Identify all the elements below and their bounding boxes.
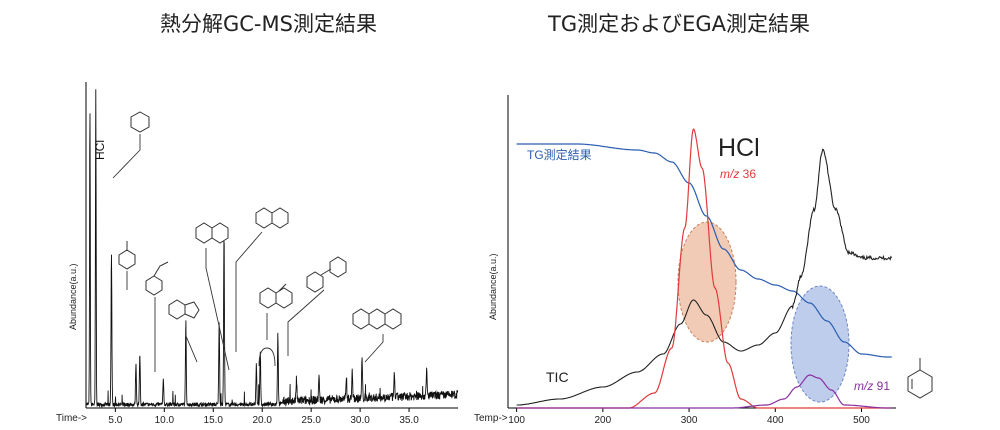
left-x-tick-label: 15.0 xyxy=(204,415,224,426)
right-y-axis-label: Abundance(a.u.) xyxy=(488,253,498,320)
left-y-axis-label: Abundance(a.u.) xyxy=(68,263,78,330)
indene-leader-line xyxy=(185,322,198,363)
biphenyl-structure-icon xyxy=(306,271,324,293)
left-x-tick-label: 25.0 xyxy=(301,415,321,426)
naphthalene-leader-line xyxy=(235,231,263,352)
left-x-tick-label: 5.0 xyxy=(108,415,122,426)
left-hcl-label: HCl xyxy=(93,140,107,160)
series-line-tic xyxy=(516,148,893,406)
mz91-prefix: m/z xyxy=(854,379,873,393)
left-x-tick-label: 35.0 xyxy=(399,415,419,426)
series-line-tg- xyxy=(516,143,892,358)
styrene-vinyl-icon xyxy=(153,261,169,277)
benzene-leader-line xyxy=(112,134,141,179)
hcl-region-ellipse xyxy=(677,221,737,343)
anthracene-leader-line xyxy=(364,334,384,363)
right-x-tick-label: 300 xyxy=(681,415,698,426)
right-x-ticks: 100 200 300 400 500 xyxy=(508,408,870,426)
left-chromatogram-trace xyxy=(85,89,459,409)
left-x-tick-label: 20.0 xyxy=(252,415,272,426)
left-x-ticks: 5.0 10.0 15.0 20.0 25.0 30.0 35.0 xyxy=(108,408,419,426)
dihydronaphthalene-structure-icon xyxy=(195,222,213,244)
series-line-m-z-91 xyxy=(516,374,892,409)
mz36-prefix: m/z xyxy=(720,167,739,181)
right-x-tick-label: 400 xyxy=(767,415,784,426)
anthracene-structure-icon xyxy=(352,308,370,330)
tic-label: TIC xyxy=(546,369,569,385)
anthracene-ring2-icon xyxy=(368,308,386,330)
left-axes xyxy=(85,82,458,409)
toluene-region-ellipse xyxy=(790,285,850,403)
mz91-number: 91 xyxy=(873,379,890,393)
biphenyl-ring-icon xyxy=(329,256,347,278)
right-x-tick-label: 500 xyxy=(853,415,870,426)
indene-ring-icon xyxy=(184,301,200,319)
tg-legend-label: TG測定結果 xyxy=(527,147,592,162)
methylnaphthalene-ring-icon xyxy=(275,287,293,309)
right-toluene-structure-icon xyxy=(907,369,933,399)
mz36-number: 36 xyxy=(739,167,756,181)
methylnaphthalene-structure-icon xyxy=(259,287,277,309)
right-toluene-annotation xyxy=(907,358,933,399)
left-chart-title: 熱分解GC-MS測定結果 xyxy=(160,12,377,36)
right-x-tick-label: 100 xyxy=(508,415,525,426)
indene-structure-icon xyxy=(168,299,186,320)
right-series-group xyxy=(516,128,893,409)
left-x-tick-label: 10.0 xyxy=(155,415,175,426)
dihydronaphthalene-ring-icon xyxy=(211,222,229,244)
left-x-axis-label: Time-> xyxy=(56,413,87,424)
right-x-tick-label: 200 xyxy=(595,415,612,426)
left-x-tick-label: 30.0 xyxy=(350,415,370,426)
hcl-annotation: HCl xyxy=(718,134,760,162)
biphenyl-bond-icon xyxy=(320,268,332,276)
anthracene-ring3-icon xyxy=(384,308,402,330)
right-chart-title: TG測定およびEGA測定結果 xyxy=(548,12,811,36)
mz36-label: m/z 36 xyxy=(720,167,756,181)
styrene-structure-icon xyxy=(145,275,163,296)
mz91-label: m/z 91 xyxy=(854,379,890,393)
methylnaphthalene-bracket xyxy=(258,347,276,367)
naphthalene-structure-icon xyxy=(255,207,273,229)
methylnaphthalene-methyl-icon xyxy=(278,283,287,292)
biphenyl-leader-line xyxy=(287,289,325,356)
left-molecule-annotations: HCl xyxy=(93,111,402,372)
toluene-structure-icon xyxy=(118,249,136,270)
benzene-structure-icon xyxy=(130,111,150,133)
right-x-axis-label: Temp-> xyxy=(474,413,508,424)
naphthalene-ring-icon xyxy=(271,207,289,229)
dihydronaphthalene-leader-line xyxy=(205,248,230,371)
